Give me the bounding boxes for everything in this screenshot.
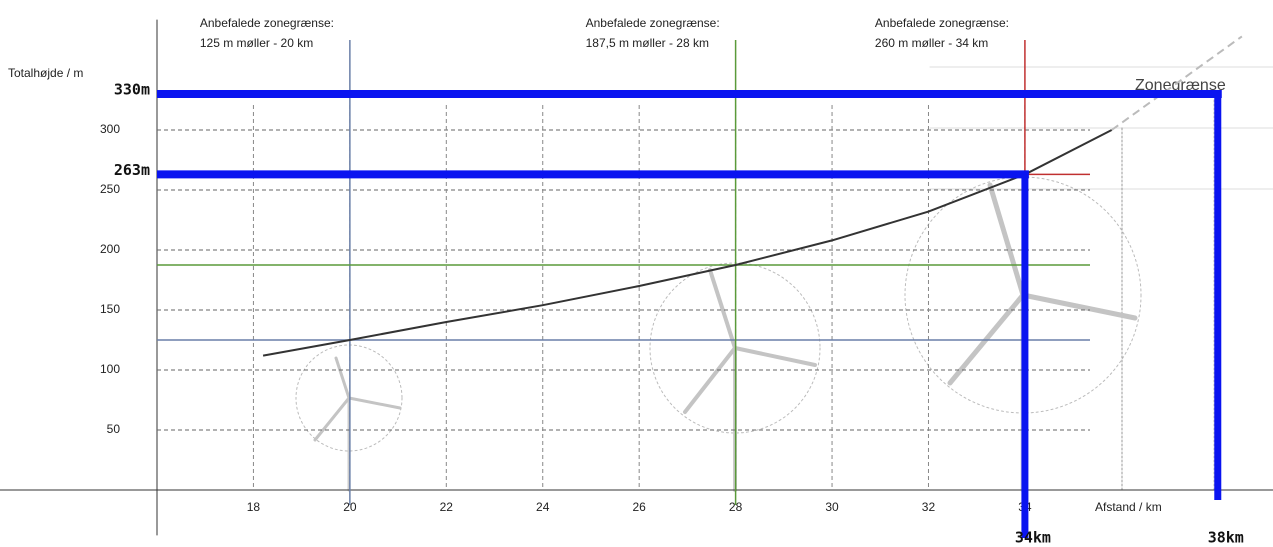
chart: Totalhøjde / m Afstand / km Zonegrænse 5… bbox=[0, 0, 1273, 547]
height-marker-label: 330m bbox=[114, 81, 150, 99]
zone-subtitle: 187,5 m møller - 28 km bbox=[586, 36, 709, 50]
y-tick-label: 200 bbox=[100, 242, 120, 256]
distance-marker-label: 34km bbox=[1015, 529, 1051, 547]
zone-subtitle: 260 m møller - 34 km bbox=[875, 36, 988, 50]
distance-marker-label: 38km bbox=[1208, 529, 1244, 547]
x-tick-label: 24 bbox=[536, 500, 550, 514]
x-tick-label: 26 bbox=[632, 500, 646, 514]
zone-title: Anbefalede zonegrænse: bbox=[875, 16, 1009, 30]
y-tick-label: 300 bbox=[100, 122, 120, 136]
blades bbox=[685, 270, 815, 412]
x-tick-label: 32 bbox=[922, 500, 936, 514]
y-tick-label: 250 bbox=[100, 182, 120, 196]
y-tick-label: 150 bbox=[100, 302, 120, 316]
x-tick-label: 22 bbox=[440, 500, 454, 514]
curve bbox=[263, 130, 1112, 356]
zone-title: Anbefalede zonegrænse: bbox=[586, 16, 720, 30]
y-tick-label: 50 bbox=[107, 422, 121, 436]
x-axis-label: Afstand / km bbox=[1095, 500, 1162, 514]
x-tick-label: 18 bbox=[247, 500, 261, 514]
height-marker-label: 263m bbox=[114, 161, 150, 179]
x-tick-label: 30 bbox=[825, 500, 839, 514]
page: Totalhøjde / m Afstand / km Zonegrænse 5… bbox=[0, 0, 1273, 547]
y-axis-label: Totalhøjde / m bbox=[8, 66, 83, 80]
zone-subtitle: 125 m møller - 20 km bbox=[200, 36, 313, 50]
blades bbox=[950, 185, 1135, 383]
zone-title: Anbefalede zonegrænse: bbox=[200, 16, 334, 30]
y-tick-label: 100 bbox=[100, 362, 120, 376]
